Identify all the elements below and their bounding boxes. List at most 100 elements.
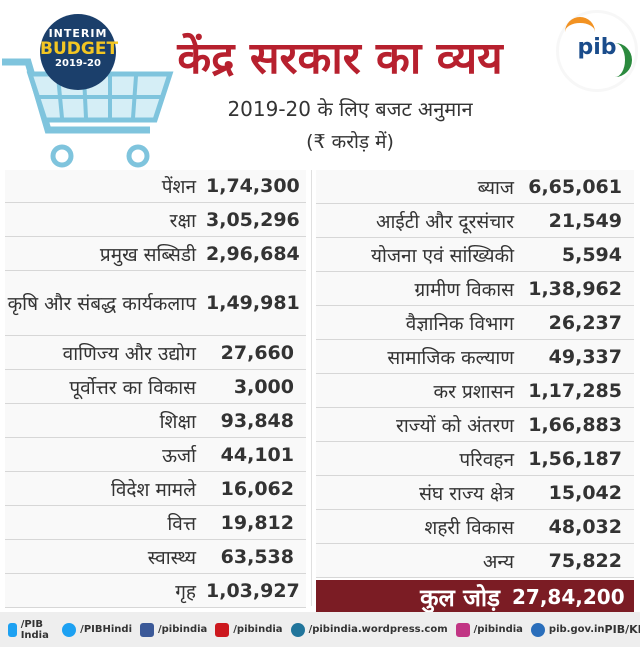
expense-row: सामाजिक कल्याण 49,337 <box>316 340 634 374</box>
header: INTERIM BUDGET 2019-20 केंद्र सरकार का व… <box>0 0 640 168</box>
page-title: केंद्र सरकार का व्यय <box>177 33 503 84</box>
expense-label: परिवहन <box>459 448 514 471</box>
expense-label: राज्यों को अंतरण <box>396 414 514 437</box>
expense-value: 49,337 <box>548 345 622 368</box>
expense-value: 15,042 <box>548 481 622 504</box>
expense-label: वाणिज्य और उद्योग <box>62 342 196 365</box>
expense-row: अन्य 75,822 <box>316 544 634 578</box>
footer-youtube[interactable]: /pibindia <box>215 622 283 637</box>
expense-label: ऊर्जा <box>162 444 196 467</box>
facebook-icon <box>140 622 154 637</box>
footer-website[interactable]: pib.gov.in <box>530 622 605 637</box>
logo-arc-green <box>611 43 632 77</box>
page-subtitle: 2019-20 के लिए बजट अनुमान <box>227 97 473 121</box>
expense-value: 1,66,883 <box>528 413 622 436</box>
expense-label: ब्याज <box>477 176 514 199</box>
expense-label: आईटी और दूरसंचार <box>376 210 514 233</box>
expense-row: वाणिज्य और उद्योग 27,660 <box>5 336 306 370</box>
expense-value: 48,032 <box>548 515 622 538</box>
expense-label: ग्रामीण विकास <box>414 278 514 301</box>
footer-label: /pibindia.wordpress.com <box>308 624 448 635</box>
twitter-icon <box>62 622 77 637</box>
expense-row: रक्षा 3,05,296 <box>5 203 306 237</box>
expense-label: संघ राज्य क्षेत्र <box>419 482 514 505</box>
expense-row: स्वास्थ्य 63,538 <box>5 540 306 574</box>
expense-label: वैज्ञानिक विभाग <box>405 312 514 335</box>
expense-row: गृह 1,03,927 <box>5 574 306 608</box>
footer-label: /pibindia <box>233 624 283 635</box>
expense-value: 75,822 <box>548 549 622 572</box>
footer-label: /PIBHindi <box>80 624 132 635</box>
expense-value: 27,660 <box>220 341 294 364</box>
footer-facebook[interactable]: /pibindia <box>140 622 208 637</box>
expense-row: परिवहन 1,56,187 <box>316 442 634 476</box>
expense-value: 6,65,061 <box>528 175 622 198</box>
footer-twitter-india[interactable]: /PIB India <box>8 619 54 641</box>
badge-line3: 2019-20 <box>55 58 101 69</box>
expense-label: कर प्रशासन <box>433 380 514 403</box>
expense-value: 3,05,296 <box>206 208 300 231</box>
expense-value: 63,538 <box>220 545 294 568</box>
expense-value: 26,237 <box>548 311 622 334</box>
expense-value: 1,03,927 <box>206 579 300 602</box>
interim-budget-badge: INTERIM BUDGET 2019-20 <box>40 14 118 90</box>
expense-label: कृषि और संबद्ध कार्यकलाप <box>7 293 196 315</box>
expense-row: वैज्ञानिक विभाग 26,237 <box>316 306 634 340</box>
footer-label: /pibindia <box>473 624 523 635</box>
logo-arc-orange <box>565 17 595 37</box>
expense-label: शहरी विकास <box>424 516 514 539</box>
expense-row: प्रमुख सब्सिडी 2,96,684 <box>5 237 306 271</box>
expense-label: सामाजिक कल्याण <box>387 346 514 369</box>
logo-text: pib <box>577 35 617 60</box>
expense-value: 3,000 <box>233 375 294 398</box>
footer-wordpress[interactable]: /pibindia.wordpress.com <box>290 622 448 637</box>
expense-row: ग्रामीण विकास 1,38,962 <box>316 272 634 306</box>
expense-value: 16,062 <box>220 477 294 500</box>
footer: /PIB India /PIBHindi /pibindia /pibindia… <box>0 612 640 647</box>
wordpress-icon <box>290 622 305 637</box>
expense-label: स्वास्थ्य <box>147 546 196 569</box>
expense-label: प्रमुख सब्सिडी <box>99 243 196 266</box>
expense-value: 19,812 <box>220 511 294 534</box>
footer-label: /pibindia <box>158 624 208 635</box>
instagram-icon <box>455 622 470 637</box>
expense-label: विदेश मामले <box>110 478 196 501</box>
expense-value: 44,101 <box>220 443 294 466</box>
expense-row: विदेश मामले 16,062 <box>5 472 306 506</box>
left-expense-column: पेंशन 1,74,300 रक्षा 3,05,296 प्रमुख सब्सिडी… <box>5 170 306 608</box>
expense-row: ब्याज 6,65,061 <box>316 170 634 204</box>
unit-label: (₹ करोड़ में) <box>306 131 394 153</box>
footer-twitter-hindi[interactable]: /PIBHindi <box>62 622 132 637</box>
total-row: कुल जोड़ 27,84,200 <box>316 580 634 614</box>
expense-value: 1,17,285 <box>528 379 622 402</box>
pib-logo: pib <box>556 10 638 92</box>
expense-value: 1,38,962 <box>528 277 622 300</box>
right-rows: ब्याज 6,65,061 आईटी और दूरसंचार 21,549 योजना… <box>316 170 634 578</box>
shopping-cart-icon <box>2 58 174 168</box>
expense-row: कर प्रशासन 1,17,285 <box>316 374 634 408</box>
expense-value: 21,549 <box>548 209 622 232</box>
twitter-icon <box>8 622 17 637</box>
expense-value: 5,594 <box>561 243 622 266</box>
total-label: कुल जोड़ <box>420 583 500 612</box>
footer-credit: PIB/KBK <box>604 623 640 636</box>
youtube-icon <box>215 622 230 637</box>
expense-row: कृषि और संबद्ध कार्यकलाप 1,49,981 <box>5 271 306 336</box>
expense-row: पूर्वोत्तर का विकास 3,000 <box>5 370 306 404</box>
globe-icon <box>530 622 545 637</box>
expense-value: 1,56,187 <box>528 447 622 470</box>
expense-label: पेंशन <box>161 176 196 198</box>
expense-row: योजना एवं सांख्यिकी 5,594 <box>316 238 634 272</box>
footer-label: pib.gov.in <box>548 624 605 635</box>
right-expense-column: ब्याज 6,65,061 आईटी और दूरसंचार 21,549 योजना… <box>316 170 634 614</box>
expense-row: पेंशन 1,74,300 <box>5 170 306 203</box>
expense-value: 2,96,684 <box>206 242 300 265</box>
expense-label: पूर्वोत्तर का विकास <box>69 376 196 399</box>
expense-label: योजना एवं सांख्यिकी <box>371 244 514 267</box>
column-divider <box>311 170 312 606</box>
expense-row: राज्यों को अंतरण 1,66,883 <box>316 408 634 442</box>
expense-value: 93,848 <box>220 409 294 432</box>
expense-value: 1,49,981 <box>206 292 300 314</box>
expense-row: वित्त 19,812 <box>5 506 306 540</box>
footer-instagram[interactable]: /pibindia <box>455 622 523 637</box>
